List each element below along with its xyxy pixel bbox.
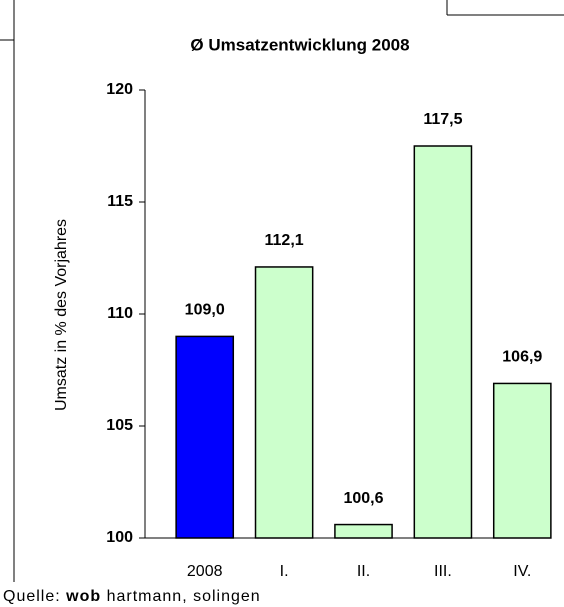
y-axis-label: Umsatz in % des Vorjahres: [53, 219, 70, 411]
bar: [492, 382, 552, 539]
source-prefix: Quelle:: [3, 588, 61, 605]
chart-title: Ø Umsatzentwicklung 2008: [190, 35, 409, 54]
y-tick-label: 105: [106, 417, 133, 434]
value-label: 109,0: [185, 302, 225, 319]
source-bold: wob: [65, 588, 101, 605]
value-label: 106,9: [502, 349, 542, 366]
y-tick-label: 120: [106, 81, 133, 98]
value-label: 112,1: [265, 232, 304, 249]
x-tick-label: 2008: [187, 563, 223, 580]
x-tick-label: II.: [357, 563, 370, 580]
value-label: 100,6: [343, 490, 383, 507]
source-suffix: hartmann, solingen: [107, 588, 261, 605]
value-label: 117,5: [423, 111, 462, 128]
x-tick-label: I.: [280, 563, 289, 580]
source-note: Quelle: wob hartmann, solingen: [3, 588, 261, 605]
x-tick-label: IV.: [513, 563, 531, 580]
bar: [254, 266, 314, 539]
y-tick-label: 110: [107, 305, 133, 322]
y-tick-label: 100: [106, 529, 133, 546]
bar: [413, 145, 473, 539]
bar: [175, 335, 235, 539]
x-tick-label: III.: [434, 563, 452, 580]
bar: [334, 523, 393, 539]
y-tick-label: 115: [107, 193, 133, 210]
